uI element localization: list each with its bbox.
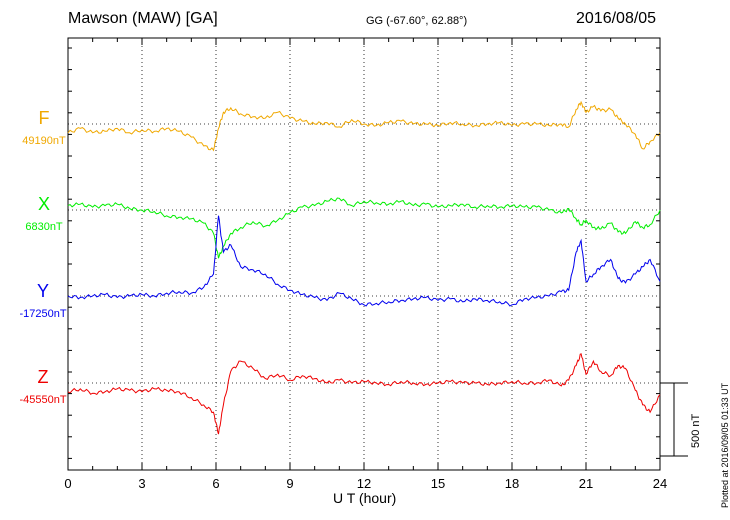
component-label-y: Y -17250nT <box>8 281 78 320</box>
component-baseline: -45550nT <box>19 394 67 406</box>
chart-date: 2016/08/05 <box>576 10 657 27</box>
x-tick-label: 6 <box>212 476 219 491</box>
component-name: Y <box>36 281 49 301</box>
x-tick-label: 9 <box>286 476 293 491</box>
x-tick-label: 24 <box>653 476 667 491</box>
series-line-y <box>67 215 661 307</box>
x-axis-label: U T (hour) <box>333 490 397 506</box>
x-tick-label: 0 <box>64 476 71 491</box>
station-coordinates: GG (-67.60°, 62.88°) <box>366 15 468 27</box>
x-tick-label: 21 <box>579 476 593 491</box>
x-tick-label: 12 <box>357 476 371 491</box>
x-tick-label: 15 <box>431 476 445 491</box>
station-title: Mawson (MAW) [GA] <box>68 10 218 27</box>
component-label-z: Z -45550nT <box>8 367 78 406</box>
series-line-f <box>67 100 661 152</box>
x-tick-label: 3 <box>138 476 145 491</box>
component-baseline: 6830nT <box>25 221 63 233</box>
component-baseline: 49190nT <box>22 135 66 147</box>
plotted-timestamp: Plotted at 2016/09/05 01:33 UT <box>720 382 730 508</box>
component-name: F <box>38 108 50 128</box>
component-name: Z <box>37 367 49 387</box>
component-label-f: F 49190nT <box>14 108 74 147</box>
component-baseline: -17250nT <box>19 308 67 320</box>
scale-bar-label: 500 nT <box>690 413 702 448</box>
component-label-x: X 6830nT <box>14 194 74 233</box>
x-tick-label: 18 <box>505 476 519 491</box>
component-name: X <box>37 194 50 214</box>
series-line-x <box>67 197 661 259</box>
series-line-z <box>67 353 661 435</box>
